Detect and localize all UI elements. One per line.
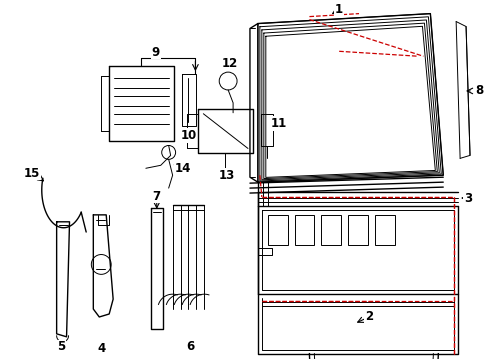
Text: 3: 3 [463,192,471,204]
Text: 14: 14 [174,162,190,175]
Bar [294,215,314,244]
Text: 1: 1 [334,3,343,16]
Text: 2: 2 [364,310,372,324]
Bar [374,215,394,244]
Bar [267,215,287,244]
Text: 7: 7 [152,189,161,203]
Text: 9: 9 [151,46,160,59]
Bar [347,215,367,244]
Text: 5: 5 [58,340,65,353]
Text: 15: 15 [23,167,40,180]
Text: 11: 11 [270,117,286,130]
Text: 13: 13 [219,169,235,182]
Text: 4: 4 [97,342,105,355]
Bar [321,215,341,244]
Text: 6: 6 [186,340,194,353]
Text: 8: 8 [474,85,482,98]
Text: 12: 12 [222,57,238,70]
Text: 10: 10 [180,129,196,142]
